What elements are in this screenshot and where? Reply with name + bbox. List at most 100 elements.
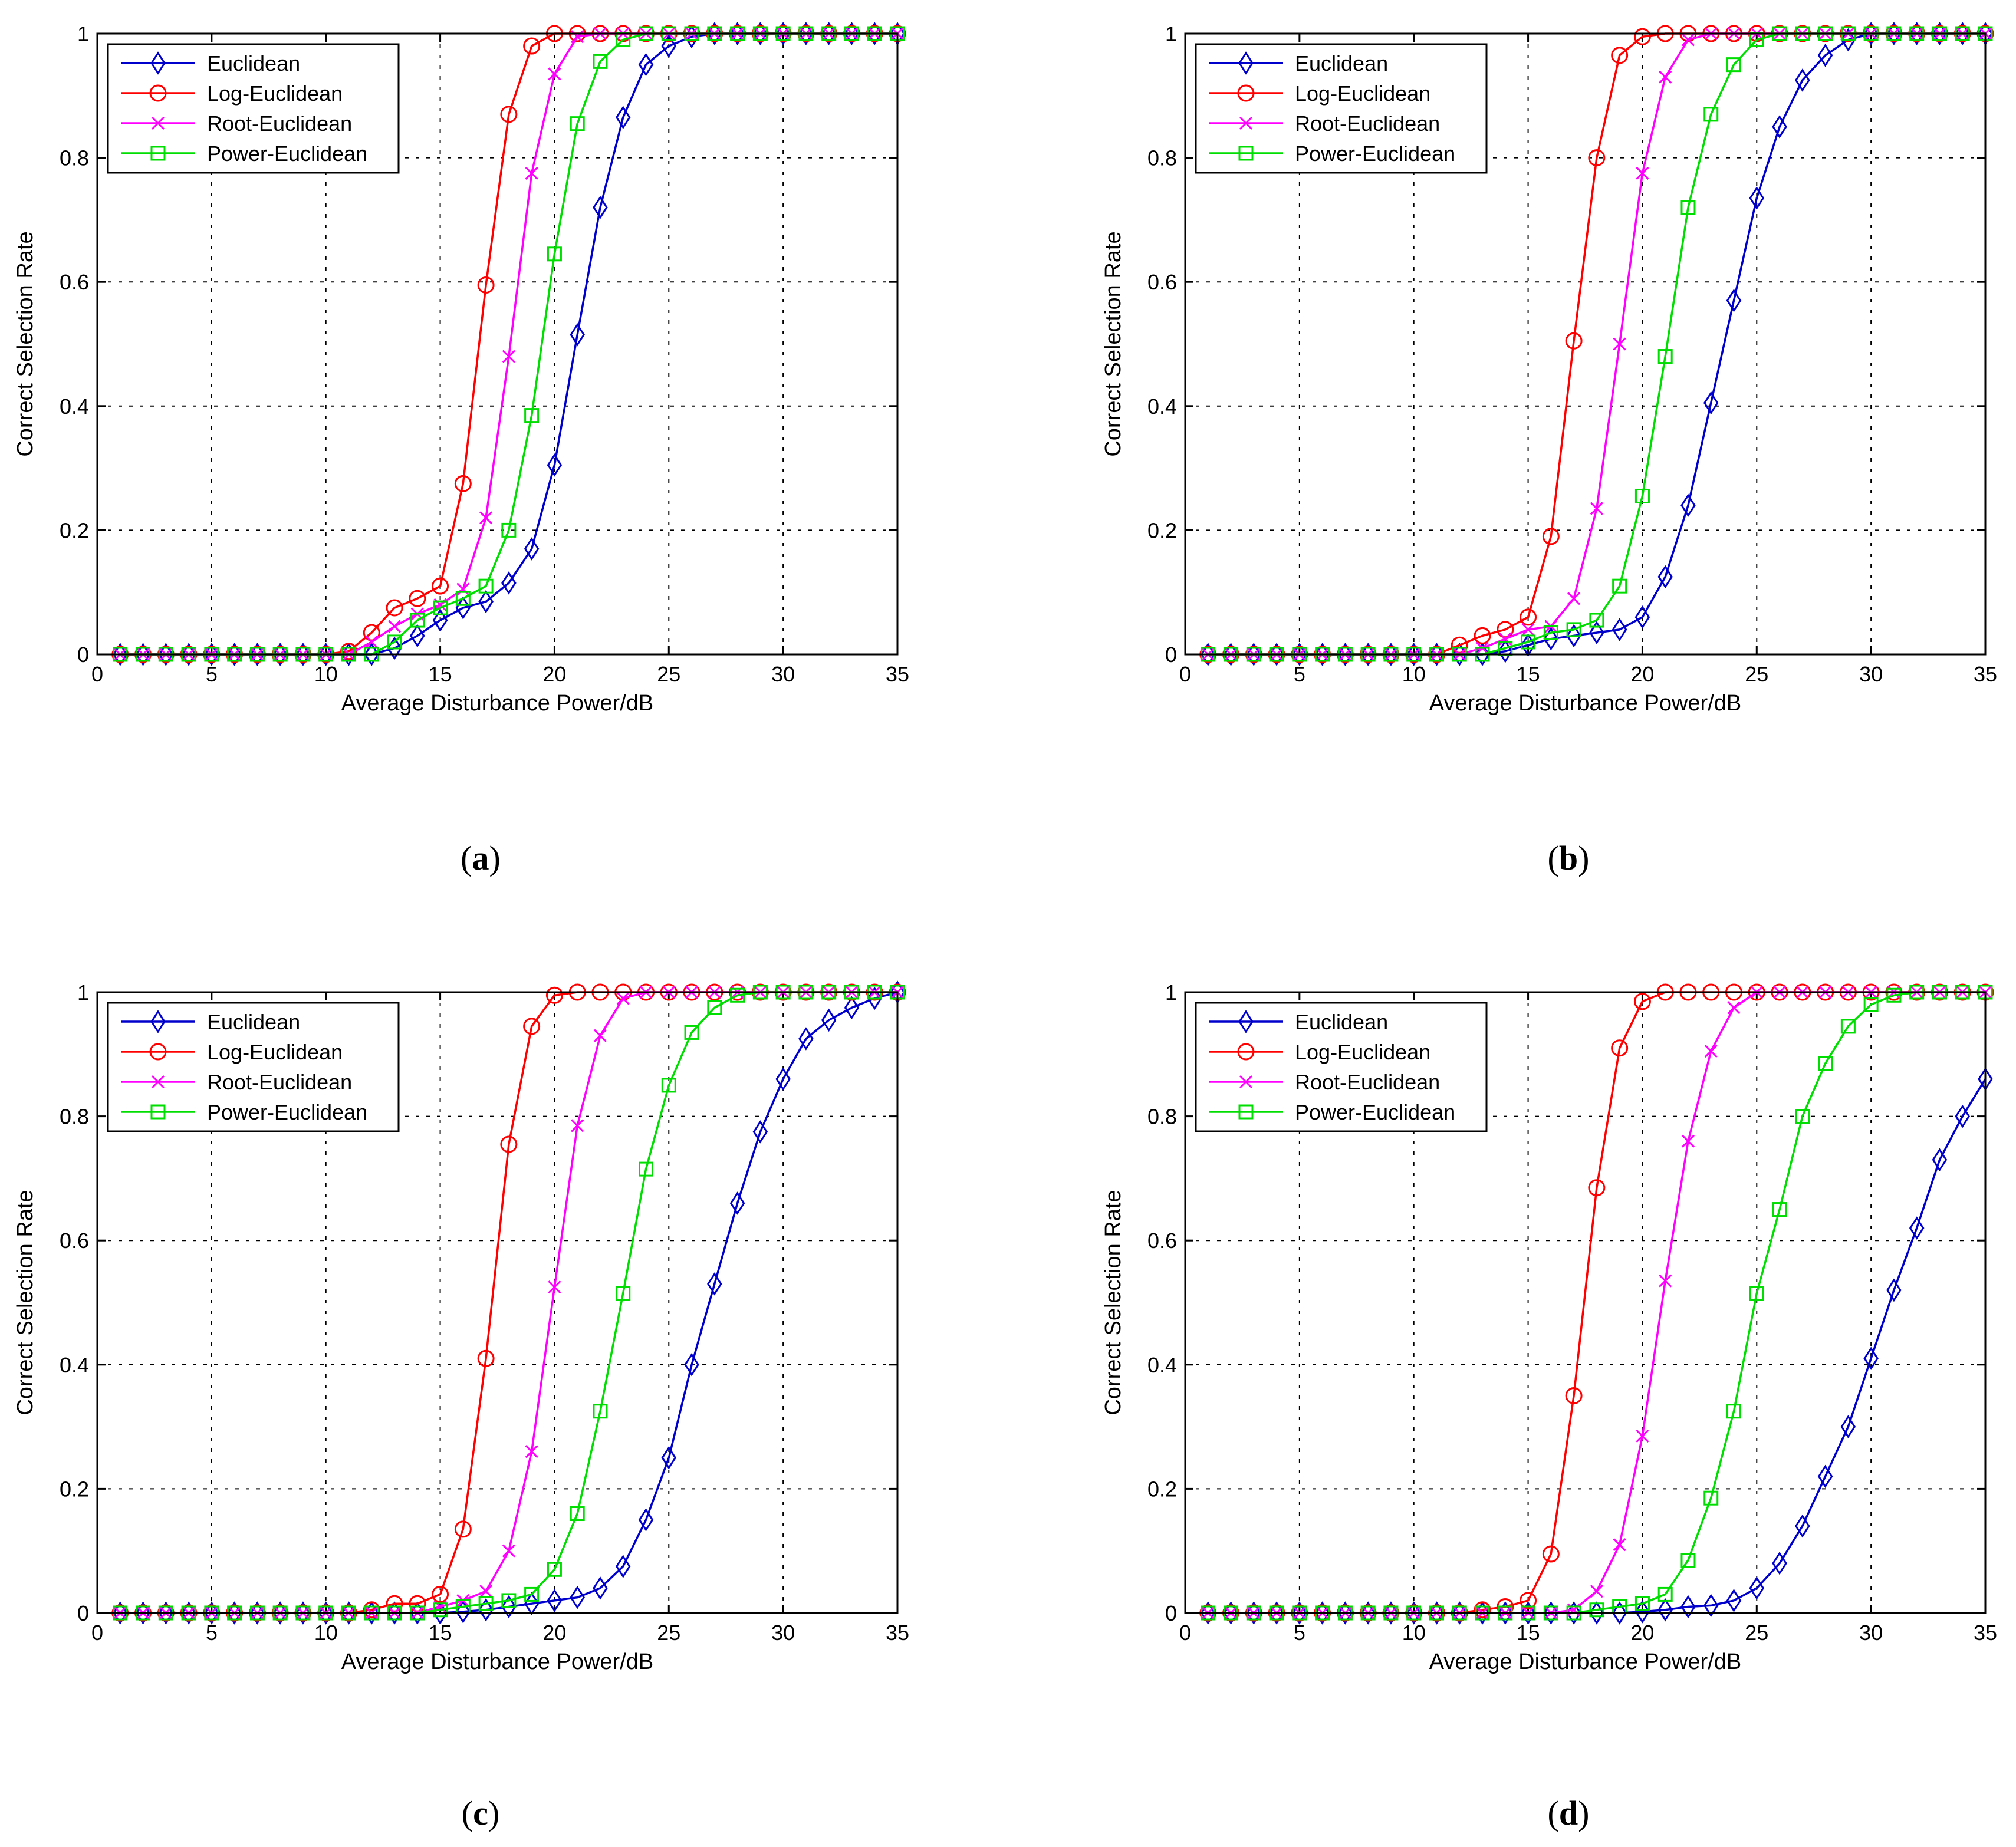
data-point [501,1593,517,1608]
data-point [616,992,630,1005]
y-tick-label: 0.8 [1147,146,1177,170]
data-point [502,1544,515,1558]
legend-marker [1239,116,1253,130]
legend-label: Euclidean [207,1010,300,1034]
data-point [1543,627,1559,651]
y-tick-label: 0.6 [60,1229,89,1253]
x-tick-label: 35 [1974,662,1997,686]
data-point [1634,1600,1650,1624]
data-point [1749,186,1765,210]
axes-box [1184,32,1987,656]
data-point [570,116,585,131]
data-point [1521,623,1535,636]
legend-box [1195,1002,1488,1132]
legend-item: Root-Euclidean [1209,111,1440,136]
data-point [1726,1404,1742,1419]
data-point [1612,1601,1627,1625]
data-point [1566,624,1581,648]
data-point [433,600,448,615]
legend-item: Root-Euclidean [1209,1070,1440,1094]
y-axis-label: Correct Selection Rate [13,1190,38,1415]
x-tick-label: 5 [1294,662,1305,686]
data-point [1611,1039,1629,1057]
data-point [523,37,541,55]
data-point [547,246,562,262]
legend-label: Root-Euclidean [207,1070,352,1094]
data-point [1474,627,1491,644]
data-point [616,1286,631,1301]
legend-label: Root-Euclidean [207,111,352,136]
data-point [1703,1490,1719,1506]
x-tick-label: 15 [1517,662,1540,686]
data-point [1955,1104,1971,1128]
legend-marker [1237,1043,1255,1061]
data-point [1704,1044,1718,1058]
data-point [524,408,540,423]
data-point [821,1008,837,1032]
data-point [1703,1594,1719,1618]
data-point [1611,47,1629,64]
legend-marker [150,51,166,75]
x-tick-label: 0 [91,1621,103,1645]
data-point [1681,33,1695,47]
data-point [639,1161,654,1177]
x-tick-label: 35 [886,1621,909,1645]
chart-panel-b: 0 5 10 15 20 25 30 35 0 0.2 0.4 0.6 0.8 1 Euclidean Log… [1101,22,1997,877]
y-tick-label: 0 [1165,1601,1177,1625]
data-point [525,166,538,180]
data-point [571,1119,584,1132]
y-tick-label: 0 [77,1601,89,1625]
data-point [1589,1602,1604,1618]
chart-panel-d: 0 5 10 15 20 25 30 35 0 0.2 0.4 0.6 0.8 1 Euclidean Log… [1101,980,1997,1832]
x-axis-label: Average Disturbance Power/dB [341,1650,653,1674]
x-tick-label: 10 [314,1621,338,1645]
data-point [501,1595,517,1619]
data-point [455,591,471,606]
legend-item: Power-Euclidean [121,1100,367,1124]
legend-marker [150,1104,166,1120]
data-point [363,624,380,641]
data-point [478,1598,494,1622]
y-tick-label: 0.6 [60,270,89,294]
data-point [1589,613,1604,628]
legend-label: Euclidean [1295,51,1388,75]
data-point [502,350,515,363]
data-point [638,52,654,77]
data-point [570,1585,585,1609]
data-point [501,522,517,538]
x-tick-label: 0 [91,662,103,686]
data-point [1863,997,1879,1012]
legend-label: Log-Euclidean [1295,81,1430,106]
y-axis-label: Correct Selection Rate [13,231,38,456]
data-point [1498,632,1512,646]
data-point [1703,391,1719,415]
data-point [638,1508,654,1532]
data-point [454,1520,472,1538]
legend-label: Power-Euclidean [207,1100,367,1124]
legend: Euclidean Log-Euclidean Root-Euclidean Powe… [107,43,400,174]
data-point [524,1586,540,1602]
chart-panel-a: 0 5 10 15 20 25 30 35 0 0.2 0.4 0.6 0.8 1 Euclidean Log… [13,22,909,877]
data-point [1726,289,1742,312]
data-point [1772,1551,1787,1575]
data-point [1497,621,1514,638]
data-point [1680,493,1696,518]
data-point [593,1404,608,1419]
data-point [798,1027,814,1051]
data-point [478,578,494,594]
x-tick-label: 30 [771,662,795,686]
data-point [1567,592,1581,605]
legend-box [107,1002,400,1132]
data-point [1590,502,1603,515]
x-axis-label: Average Disturbance Power/dB [1429,691,1741,716]
data-point [1566,622,1581,637]
data-point [615,1555,631,1578]
x-tick-label: 10 [314,662,338,686]
data-point [1659,1274,1672,1288]
data-point [1840,1019,1856,1034]
data-point [867,986,883,1010]
data-point [1633,993,1651,1010]
data-point [548,1280,561,1294]
data-point [1634,1596,1650,1611]
